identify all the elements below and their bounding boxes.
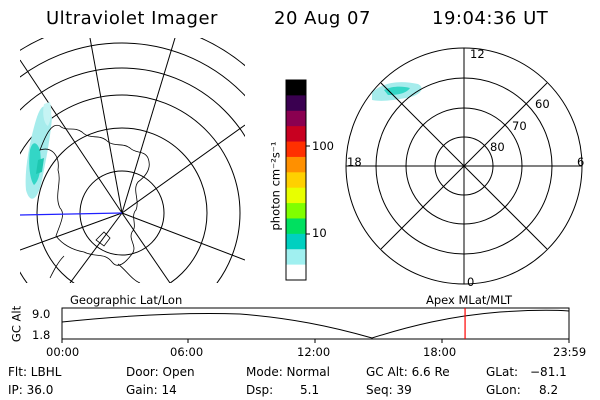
altitude-plot [61, 307, 570, 343]
xtick-2359: 23:59 [553, 345, 587, 359]
colorbar-segment [286, 218, 306, 235]
polar-aurora [372, 82, 422, 101]
mlat-label-70: 70 [512, 119, 527, 133]
latitude-circles [20, 38, 245, 283]
colorbar-tick-10: 10 [312, 226, 327, 240]
mlat-label-80: 80 [490, 140, 505, 154]
colorbar-segment [286, 110, 306, 127]
status-glon-label: GLon: [486, 383, 521, 397]
xtick-1800: 18:00 [423, 345, 457, 359]
mlt-label-6: 6 [577, 155, 585, 169]
date-label: 20 Aug 07 [274, 8, 371, 29]
apex-caption: Apex MLat/MLT [426, 293, 513, 307]
colorbar [285, 79, 310, 281]
colorbar-tick-100: 100 [312, 139, 334, 153]
ytick-9-0: 9.0 [32, 307, 51, 321]
status-mode: Mode: Normal [246, 365, 330, 379]
gc-alt-axis-label: GC Alt [9, 305, 24, 343]
altitude-curve [61, 309, 570, 339]
colorbar-unit-label: photon cm⁻²s⁻¹ [268, 141, 283, 231]
coastline [39, 124, 150, 266]
status-seq: Seq: 39 [366, 383, 412, 397]
time-label: 19:04:36 UT [432, 8, 549, 29]
instrument-title: Ultraviolet Imager [46, 8, 218, 29]
xtick-0600: 06:00 [170, 345, 204, 359]
xtick-1200: 12:00 [297, 345, 331, 359]
status-gain: Gain: 14 [126, 383, 177, 397]
longitude-lines [20, 38, 245, 283]
colorbar-segment [286, 203, 306, 219]
colorbar-segment [286, 95, 306, 112]
mlt-label-12: 12 [470, 47, 485, 61]
colorbar-segment [286, 156, 306, 173]
status-gc-alt: GC Alt: 6.6 Re [366, 365, 450, 379]
colorbar-segment [286, 264, 306, 281]
status-glat-label: GLat: [486, 365, 519, 379]
geographic-map [20, 38, 245, 283]
ytick-1-8: 1.8 [32, 328, 51, 342]
colorbar-frame [285, 79, 307, 281]
status-ip: IP: 36.0 [8, 383, 54, 397]
status-flt: Flt: LBHL [8, 365, 62, 379]
status-glat-value: −81.1 [530, 365, 567, 379]
colorbar-segment [286, 172, 306, 189]
status-dsp-label: Dsp: [246, 383, 274, 397]
colorbar-segment [286, 80, 306, 96]
mlt-label-18: 18 [347, 155, 362, 169]
aurora-emission [25, 102, 52, 199]
colorbar-segment [286, 141, 306, 158]
status-glon-value: 8.2 [539, 383, 559, 397]
xtick-0000: 00:00 [46, 345, 80, 359]
x-ticks [61, 339, 570, 343]
colorbar-segment [286, 249, 306, 266]
polar-plot [345, 47, 583, 285]
geographic-caption: Geographic Lat/Lon [70, 293, 183, 307]
mlt-label-0: 0 [467, 275, 475, 289]
colorbar-segment [286, 126, 306, 143]
colorbar-segment [286, 187, 306, 204]
status-dsp-value: 5.1 [300, 383, 320, 397]
status-door: Door: Open [126, 365, 195, 379]
colorbar-segment [286, 233, 306, 250]
track-line [20, 212, 123, 216]
mlat-label-60: 60 [535, 97, 550, 111]
